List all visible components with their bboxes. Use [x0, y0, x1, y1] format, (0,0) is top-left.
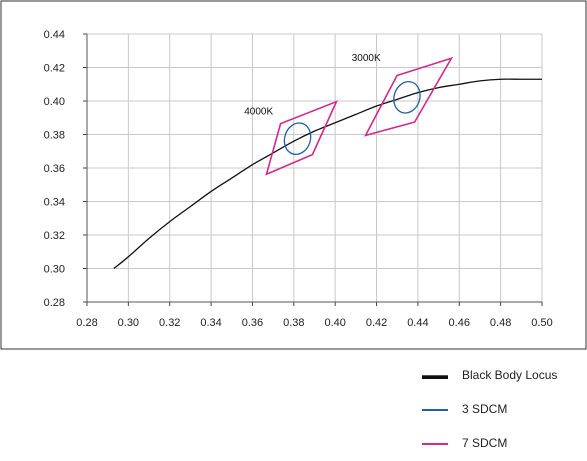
x-tick-label: 0.42 [366, 317, 387, 329]
cct-label: 4000K [244, 106, 273, 117]
cie-chromaticity-chart: 0.28 0.30 0.32 0.34 0.36 0.38 0.40 0.42 0.44 0.46… [0, 0, 587, 350]
legend-item-black-body-locus: Black Body Locus [420, 366, 587, 386]
plot-series [113, 56, 542, 270]
chart-frame: 0.28 0.30 0.32 0.34 0.36 0.38 0.40 0.42 0.44 0.46… [0, 0, 587, 350]
legend-swatch-7-sdcm [422, 443, 448, 445]
sdcm-7-quadrangle [364, 56, 454, 137]
x-tick-label: 0.28 [76, 317, 97, 329]
legend-label: Black Body Locus [462, 368, 558, 382]
annotations: 4000K 3000K [244, 53, 381, 118]
x-tick-label: 0.32 [159, 317, 180, 329]
x-tick-label: 0.30 [118, 317, 139, 329]
legend-item-7-sdcm: 7 SDCM [420, 434, 587, 454]
sdcm-3-ellipse [283, 122, 312, 155]
y-tick-label: 0.40 [44, 96, 65, 108]
x-tick-label: 0.44 [407, 317, 428, 329]
x-tick-label: 0.38 [283, 317, 304, 329]
legend-label: 3 SDCM [462, 402, 508, 416]
legend-label: 7 SDCM [462, 436, 508, 450]
y-tick-label: 0.42 [44, 63, 65, 75]
y-tick-label: 0.44 [44, 29, 65, 41]
x-tick-label: 0.50 [531, 317, 552, 329]
y-tick-label: 0.38 [44, 130, 65, 142]
x-tick-label: 0.36 [242, 317, 263, 329]
x-tick-label: 0.48 [490, 317, 511, 329]
y-tick-label: 0.34 [44, 197, 65, 209]
sdcm-3-ellipse [393, 81, 421, 114]
sdcm-7-quadrangle [265, 100, 338, 176]
x-tick-label: 0.46 [449, 317, 470, 329]
y-tick-label: 0.32 [44, 230, 65, 242]
legend-swatch-black-body-locus [422, 375, 448, 379]
y-tick-label: 0.30 [44, 264, 65, 276]
x-tick-label: 0.40 [324, 317, 345, 329]
y-tick-label: 0.36 [44, 163, 65, 175]
cct-label: 3000K [352, 53, 381, 64]
legend-item-3-sdcm: 3 SDCM [420, 400, 587, 420]
axes: 0.28 0.30 0.32 0.34 0.36 0.38 0.40 0.42 0.44 0.46… [44, 29, 553, 329]
y-tick-label: 0.28 [44, 297, 65, 309]
x-tick-label: 0.34 [200, 317, 221, 329]
legend-swatch-3-sdcm [422, 409, 448, 411]
